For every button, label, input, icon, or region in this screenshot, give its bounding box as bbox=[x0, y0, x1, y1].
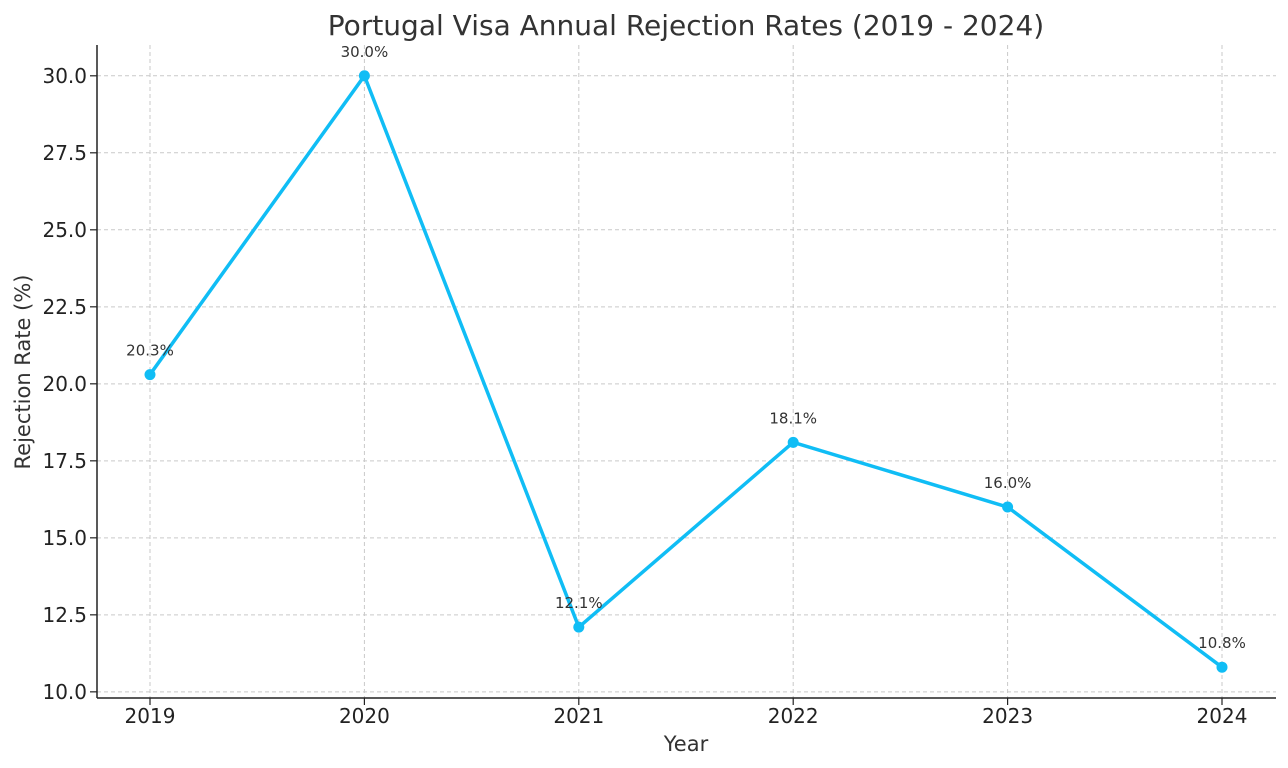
x-tick-label: 2019 bbox=[125, 704, 176, 728]
point-data-label: 18.1% bbox=[769, 409, 817, 427]
y-tick-label: 17.5 bbox=[42, 449, 87, 473]
tick-labels: 2019 2020 2021 2022 2023 2024 10.0 12.5 15.0 17.5… bbox=[42, 64, 1247, 728]
series-layer bbox=[144, 70, 1228, 673]
point-data-label: 10.8% bbox=[1198, 634, 1246, 652]
series-point bbox=[787, 436, 799, 448]
y-tick-label: 10.0 bbox=[42, 680, 87, 704]
grid-lines bbox=[97, 45, 1276, 698]
y-tick-label: 22.5 bbox=[42, 295, 87, 319]
series-point bbox=[1002, 501, 1014, 513]
x-tick-label: 2020 bbox=[339, 704, 390, 728]
series-point bbox=[358, 70, 370, 82]
x-tick-label: 2023 bbox=[982, 704, 1033, 728]
series-line bbox=[148, 72, 1224, 669]
data-labels: 20.3% 30.0% 12.1% 18.1% 16.0% 10.8% bbox=[126, 43, 1246, 652]
point-data-label: 30.0% bbox=[341, 43, 389, 61]
x-tick-label: 2024 bbox=[1197, 704, 1248, 728]
y-tick-label: 25.0 bbox=[42, 218, 87, 242]
x-tick-label: 2021 bbox=[553, 704, 604, 728]
series-point bbox=[1216, 661, 1228, 673]
x-tick-label: 2022 bbox=[768, 704, 819, 728]
y-axis-label: Rejection Rate (%) bbox=[11, 275, 35, 470]
axes bbox=[90, 45, 1276, 705]
point-data-label: 12.1% bbox=[555, 594, 603, 612]
series-point bbox=[144, 369, 156, 381]
series-point bbox=[573, 621, 585, 633]
chart-title: Portugal Visa Annual Rejection Rates (20… bbox=[328, 9, 1044, 42]
y-tick-label: 15.0 bbox=[42, 526, 87, 550]
y-tick-label: 12.5 bbox=[42, 603, 87, 627]
y-tick-label: 20.0 bbox=[42, 372, 87, 396]
y-tick-label: 30.0 bbox=[42, 64, 87, 88]
point-data-label: 16.0% bbox=[984, 474, 1032, 492]
x-axis-label: Year bbox=[663, 732, 709, 756]
y-tick-label: 27.5 bbox=[42, 141, 87, 165]
point-data-label: 20.3% bbox=[126, 342, 174, 360]
